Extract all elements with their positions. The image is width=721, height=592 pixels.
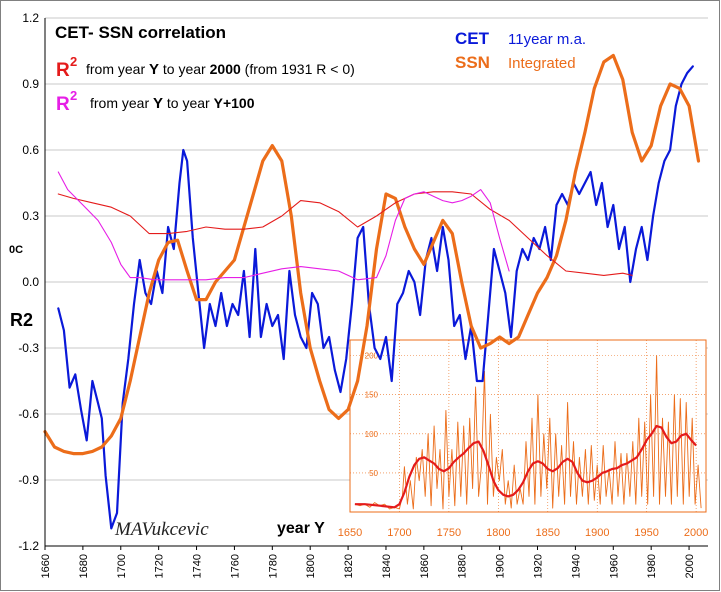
x-tick-label: 1780 — [267, 554, 279, 578]
x-tick-label: 1960 — [608, 554, 620, 578]
y-tick-label: 1.2 — [22, 11, 39, 25]
inset-chart: 50 100 150 200 1650 1700 1750 1800 1850 1900 1950 2… — [338, 339, 709, 539]
legend-ssn-text: Integrated — [508, 55, 576, 72]
x-tick-label: 1660 — [40, 554, 52, 578]
x-tick-label: 1680 — [78, 554, 90, 578]
y-tick-label: -1.2 — [18, 539, 39, 553]
y-tick-label: 0.6 — [22, 143, 39, 157]
series-line — [57, 191, 633, 276]
x-tick-label: 1980 — [646, 554, 658, 578]
inset-x-tick-label: 1750 — [437, 527, 461, 539]
y-tick-label: -0.9 — [18, 473, 39, 487]
annotation-r-letter: R — [56, 94, 70, 115]
x-tick-label: 2000 — [684, 554, 696, 578]
x-tick-label: 1760 — [229, 554, 241, 578]
legend-cet-text: 11year m.a. — [508, 31, 586, 48]
inset-y-tick-label: 50 — [369, 469, 378, 478]
y-axis-label-celsius: 0C — [9, 244, 23, 256]
chart-title: CET- SSN correlation — [55, 23, 226, 42]
x-tick-label: 1900 — [495, 554, 507, 578]
x-tick-label: 1700 — [116, 554, 128, 578]
legend-ssn-name: SSN — [455, 53, 490, 72]
inset-y-tick-label: 150 — [365, 391, 379, 400]
x-tick-label: 1720 — [154, 554, 166, 578]
annotation-r-letter: R — [56, 60, 70, 81]
legend-cet-name: CET — [455, 29, 490, 48]
x-tick-label: 1800 — [305, 554, 317, 578]
legend: CET 11year m.a. SSN Integrated — [455, 29, 586, 72]
inset-y-tick-label: 200 — [365, 352, 379, 361]
main-series — [43, 53, 701, 530]
inset-x-tick-label: 2000 — [684, 527, 708, 539]
x-tick-label: 1920 — [533, 554, 545, 578]
inset-series-line — [354, 355, 702, 510]
annotation-text: from year Y to year Y+100 — [90, 95, 255, 112]
inset-x-tick-label: 1850 — [536, 527, 560, 539]
series-line — [57, 65, 694, 530]
inset-series — [354, 355, 702, 510]
x-axis-label: year Y — [277, 520, 325, 537]
annotation-r-sup: 2 — [70, 88, 77, 103]
annotation-r2-to-2000: R 2 from year Y to year 2000 (from 1931 … — [56, 54, 355, 81]
annotation-text: from year Y to year 2000 (from 1931 R < … — [86, 61, 355, 78]
inset-x-tick-label: 1950 — [634, 527, 658, 539]
inset-ticks: 50 100 150 200 1650 1700 1750 1800 1850 1900 1950 2… — [338, 352, 709, 539]
x-tick-label: 1840 — [381, 554, 393, 578]
y-axis-label-r2: R2 — [10, 310, 33, 330]
annotation-r-sup: 2 — [70, 54, 77, 69]
inset-y-tick-label: 100 — [365, 430, 379, 439]
x-tick-label: 1740 — [192, 554, 204, 578]
inset-x-tick-label: 1650 — [338, 527, 362, 539]
x-tick-label: 1880 — [457, 554, 469, 578]
y-tick-label: 0.3 — [22, 209, 39, 223]
y-tick-label: -0.6 — [18, 407, 39, 421]
author-signature: MAVukcevic — [114, 519, 209, 540]
x-tick-label: 1820 — [343, 554, 355, 578]
y-tick-label: 0.0 — [22, 275, 39, 289]
series-line — [43, 53, 701, 456]
series-line — [57, 171, 510, 281]
y-tick-label: 0.9 — [22, 77, 39, 91]
annotation-r2-y-to-y100: R 2 from year Y to year Y+100 — [56, 88, 255, 115]
inset-x-tick-label: 1900 — [585, 527, 609, 539]
inset-series-line — [354, 424, 697, 509]
inset-x-tick-label: 1700 — [387, 527, 411, 539]
y-tick-label: -0.3 — [18, 341, 39, 355]
x-tick-label: 1940 — [570, 554, 582, 578]
x-tick-label: 1860 — [419, 554, 431, 578]
inset-x-tick-label: 1800 — [486, 527, 510, 539]
